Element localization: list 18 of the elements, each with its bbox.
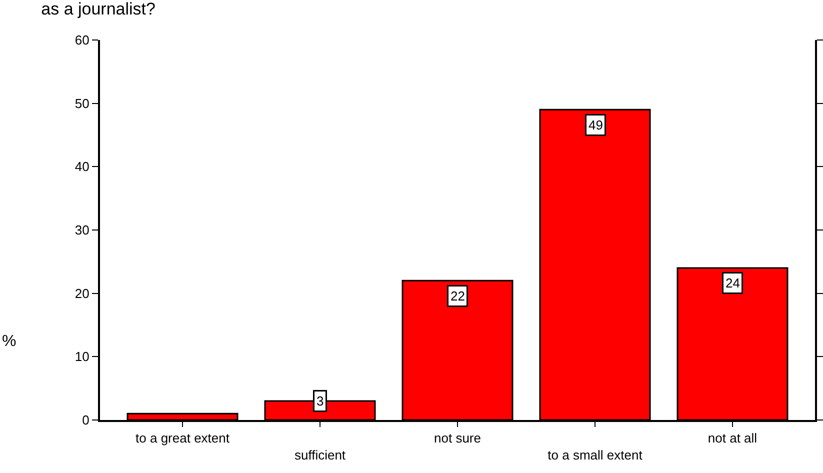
data-label: 24 [726, 276, 740, 290]
x-tick-label: not sure [434, 430, 481, 446]
y-tick-label: 10 [74, 349, 90, 364]
y-tick-label: 20 [74, 286, 90, 301]
x-tick-label: sufficient [294, 448, 346, 462]
y-tick-label: 60 [74, 32, 90, 48]
data-label: 3 [316, 394, 324, 408]
x-tick-label: to a great extent [136, 430, 230, 446]
y-tick-label: 50 [74, 96, 90, 111]
x-tick-label: to a small extent [548, 448, 643, 462]
x-tick-label: not at all [708, 430, 758, 446]
chart-title: as a journalist? [41, 0, 156, 18]
y-tick-label: 0 [82, 412, 90, 428]
y-axis-title: % [2, 333, 16, 350]
data-label: 22 [450, 288, 465, 304]
y-tick-label: 30 [74, 222, 90, 238]
data-label: 49 [588, 118, 603, 132]
y-tick-label: 40 [74, 159, 90, 174]
